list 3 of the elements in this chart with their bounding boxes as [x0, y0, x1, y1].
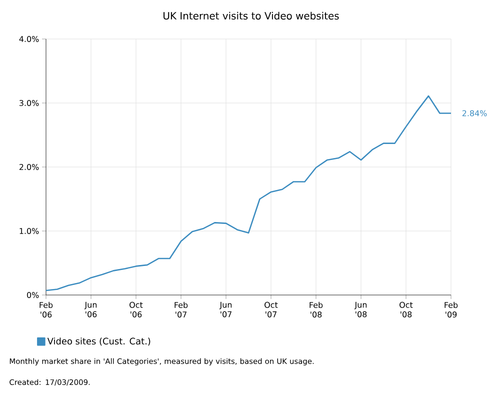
legend-label: Video sites (Cust. Cat.) [47, 338, 150, 346]
chart-title: UK Internet visits to Video websites [164, 12, 339, 20]
line-series [45, 95, 452, 292]
